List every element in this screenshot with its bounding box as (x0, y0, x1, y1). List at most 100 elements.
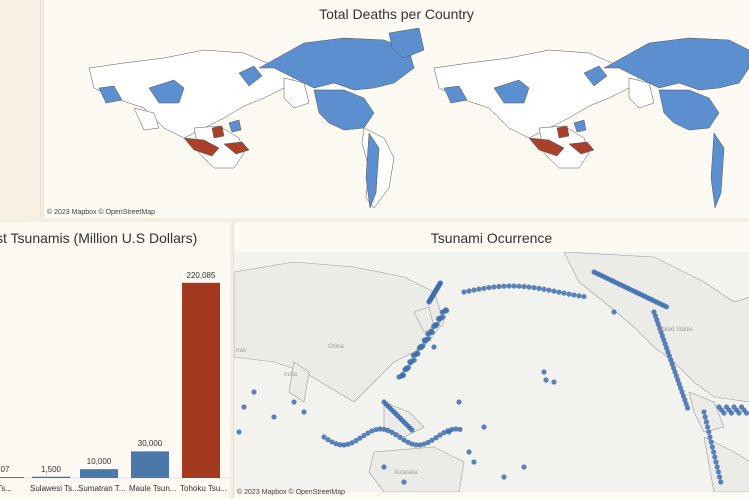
tsunami-event-dot[interactable] (413, 442, 419, 448)
tsunami-event-dot[interactable] (506, 283, 512, 289)
tsunami-event-dot[interactable] (501, 283, 507, 289)
tsunami-event-dot[interactable] (576, 293, 582, 299)
tsunami-event-dot[interactable] (443, 307, 449, 313)
tsunami-event-dot[interactable] (661, 337, 667, 343)
tsunami-event-dot[interactable] (655, 321, 661, 327)
tsunami-event-dot[interactable] (365, 430, 371, 436)
tsunami-event-dot[interactable] (373, 426, 379, 433)
tsunami-event-dot[interactable] (481, 424, 487, 430)
tsunami-event-dot[interactable] (668, 357, 674, 363)
tsunami-event-dot[interactable] (658, 329, 664, 335)
tsunami-event-dot[interactable] (651, 309, 657, 315)
tsunami-event-dot[interactable] (711, 449, 717, 455)
tsunami-event-dot[interactable] (669, 361, 675, 367)
tsunami-event-dot[interactable] (405, 439, 411, 445)
bar-3[interactable] (131, 451, 169, 478)
tsunami-event-dot[interactable] (683, 401, 689, 407)
tsunami-event-dot[interactable] (676, 381, 682, 387)
tsunami-event-dot[interactable] (663, 304, 670, 310)
tsunami-event-dot[interactable] (397, 434, 403, 441)
tsunami-event-dot[interactable] (414, 350, 420, 356)
tsunami-event-dot[interactable] (251, 389, 257, 395)
tsunami-event-dot[interactable] (409, 427, 415, 433)
tsunami-event-dot[interactable] (401, 437, 407, 443)
tsunami-event-dot[interactable] (652, 313, 658, 319)
tsunami-event-dot[interactable] (743, 410, 749, 416)
tsunami-event-dot[interactable] (685, 405, 691, 411)
bar-1[interactable] (32, 476, 70, 478)
tsunami-event-dot[interactable] (713, 459, 719, 465)
tsunami-event-dot[interactable] (420, 343, 426, 349)
tsunami-event-dot[interactable] (486, 284, 492, 291)
tsunami-event-dot[interactable] (381, 426, 387, 432)
tsunami-event-dot[interactable] (417, 442, 423, 448)
tsunami-event-dot[interactable] (706, 429, 712, 435)
tsunami-event-dot[interactable] (401, 479, 407, 485)
tsunami-event-dot[interactable] (446, 429, 452, 435)
tsunami-event-dot[interactable] (701, 409, 707, 415)
tsunami-event-dot[interactable] (301, 409, 307, 415)
tsunami-event-dot[interactable] (664, 345, 670, 351)
tsunami-event-dot[interactable] (501, 474, 507, 480)
occurrence-map[interactable] (234, 252, 749, 492)
tsunami-event-dot[interactable] (521, 464, 527, 470)
tsunami-event-dot[interactable] (516, 283, 522, 289)
tsunami-event-dot[interactable] (714, 464, 720, 470)
tsunami-event-dot[interactable] (405, 364, 411, 370)
tsunami-event-dot[interactable] (425, 439, 431, 446)
tsunami-event-dot[interactable] (721, 410, 727, 416)
tsunami-event-dot[interactable] (271, 414, 277, 420)
tsunami-event-dot[interactable] (718, 479, 724, 485)
tsunami-event-dot[interactable] (349, 440, 355, 446)
tsunami-event-dot[interactable] (440, 314, 446, 320)
tsunami-event-dot[interactable] (333, 441, 339, 447)
tsunami-event-dot[interactable] (471, 459, 477, 465)
tsunami-event-dot[interactable] (400, 372, 406, 378)
tsunami-event-dot[interactable] (377, 426, 383, 432)
tsunami-event-dot[interactable] (457, 426, 463, 433)
tsunami-event-dot[interactable] (703, 419, 709, 425)
tsunami-event-dot[interactable] (715, 469, 721, 475)
tsunami-event-dot[interactable] (581, 293, 587, 300)
tsunami-event-dot[interactable] (441, 430, 447, 436)
tsunami-event-dot[interactable] (426, 336, 432, 342)
tsunami-event-dot[interactable] (421, 441, 427, 447)
tsunami-event-dot[interactable] (409, 441, 415, 447)
deaths-map[interactable] (44, 28, 749, 218)
tsunami-event-dot[interactable] (337, 442, 343, 448)
occurrence-map-attribution[interactable]: © 2023 Mapbox © OpenStreetMap (237, 489, 345, 496)
tsunami-event-dot[interactable] (654, 317, 660, 323)
tsunami-event-dot[interactable] (466, 288, 472, 294)
tsunami-event-dot[interactable] (357, 435, 363, 441)
tsunami-event-dot[interactable] (543, 377, 549, 383)
tsunami-event-dot[interactable] (541, 286, 547, 292)
tsunami-event-dot[interactable] (709, 444, 715, 450)
tsunami-event-dot[interactable] (566, 291, 572, 297)
tsunami-event-dot[interactable] (241, 404, 247, 410)
tsunami-event-dot[interactable] (662, 341, 668, 347)
tsunami-event-dot[interactable] (712, 454, 718, 460)
tsunami-event-dot[interactable] (466, 449, 472, 455)
tsunami-event-dot[interactable] (321, 434, 327, 440)
tsunami-event-dot[interactable] (491, 284, 497, 290)
tsunami-event-dot[interactable] (556, 289, 562, 295)
deaths-map-attribution[interactable]: © 2023 Mapbox © OpenStreetMap (47, 209, 155, 216)
tsunami-event-dot[interactable] (705, 424, 711, 430)
bar-0[interactable] (0, 477, 24, 478)
tsunami-event-dot[interactable] (236, 429, 242, 435)
tsunami-event-dot[interactable] (381, 464, 387, 470)
tsunami-event-dot[interactable] (551, 379, 557, 385)
tsunami-event-dot[interactable] (341, 442, 347, 448)
tsunami-event-dot[interactable] (680, 393, 686, 399)
tsunami-event-dot[interactable] (551, 288, 557, 294)
bar-2[interactable] (80, 469, 118, 478)
tsunami-event-dot[interactable] (361, 432, 367, 439)
tsunami-event-dot[interactable] (678, 385, 684, 391)
tsunami-event-dot[interactable] (526, 284, 532, 290)
tsunami-event-dot[interactable] (571, 292, 577, 298)
tsunami-event-dot[interactable] (329, 439, 335, 445)
tsunami-event-dot[interactable] (671, 365, 677, 371)
tsunami-event-dot[interactable] (659, 333, 665, 339)
tsunami-event-dot[interactable] (385, 427, 391, 434)
tsunami-event-dot[interactable] (665, 349, 671, 355)
